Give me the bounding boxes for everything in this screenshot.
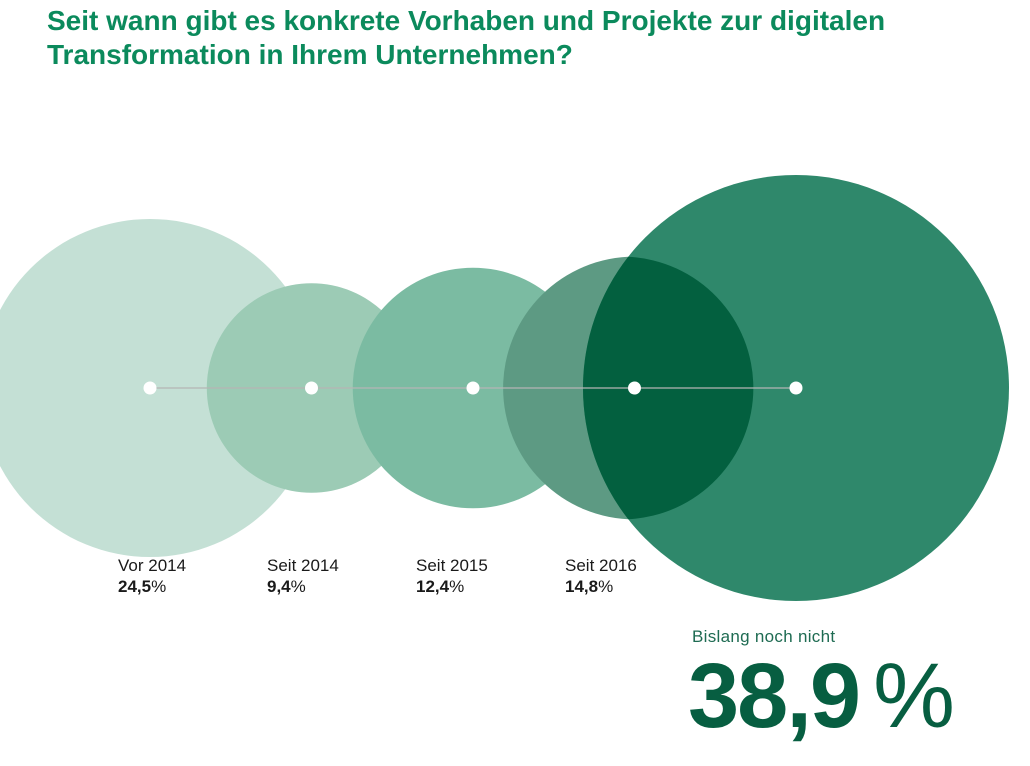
category-name: Seit 2015 — [416, 556, 488, 575]
value-unit: % — [449, 577, 465, 596]
highlight-label: Bislang noch nicht — [692, 627, 836, 646]
value-number: 9,4 — [267, 577, 291, 596]
category-name: Vor 2014 — [118, 556, 187, 575]
category-value: 12,4% — [416, 576, 488, 597]
value-number: 14,8 — [565, 577, 599, 596]
dot-layer — [143, 381, 803, 395]
category-value: 14,8% — [565, 576, 637, 597]
highlight-number: 38,9 — [688, 645, 861, 747]
center-dot-seit-2014 — [305, 381, 318, 395]
category-label-seit-2016: Seit 2016 14,8% — [565, 555, 637, 597]
highlight-value: 38,9% — [688, 646, 955, 746]
value-number: 12,4 — [416, 577, 450, 596]
center-dot-seit-2016 — [628, 381, 641, 395]
center-dot-vor-2014 — [143, 381, 157, 395]
value-unit: % — [151, 577, 167, 596]
value-number: 24,5 — [118, 577, 152, 596]
category-name: Seit 2014 — [267, 556, 339, 575]
value-unit: % — [598, 577, 614, 596]
category-label-seit-2014: Seit 2014 9,4% — [267, 555, 339, 597]
category-name: Seit 2016 — [565, 556, 637, 575]
center-dot-bislang-noch-nicht — [789, 381, 803, 395]
center-dot-seit-2015 — [466, 381, 480, 395]
category-label-vor-2014: Vor 2014 24,5% — [118, 555, 186, 597]
category-value: 9,4% — [267, 576, 339, 597]
highlight-unit: % — [873, 645, 955, 747]
value-unit: % — [290, 577, 306, 596]
category-label-seit-2015: Seit 2015 12,4% — [416, 555, 488, 597]
category-value: 24,5% — [118, 576, 186, 597]
chart-title: Seit wann gibt es konkrete Vorhaben und … — [47, 5, 886, 70]
